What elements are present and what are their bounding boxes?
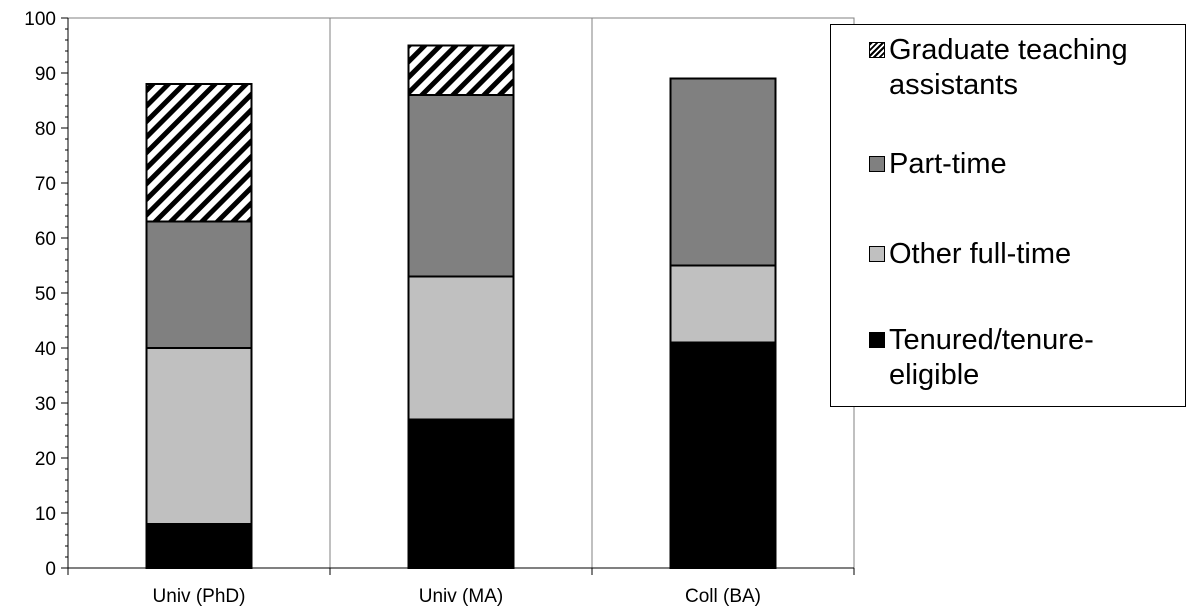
y-tick-label: 40 [35,339,56,360]
y-tick-label: 0 [45,559,56,580]
x-category-label: Univ (PhD) [153,586,246,607]
legend-swatch [869,42,885,58]
legend-label: Tenured/tenure-eligible [889,324,1094,391]
y-tick-label: 60 [35,229,56,250]
y-tick-label: 70 [35,174,56,195]
bar-other-full-time-univ-ma [407,275,515,421]
legend-item-part-time: Part-time [869,147,1169,182]
legend-item-tenured-tenure-eligible: Tenured/tenure-eligible [869,323,1169,393]
legend: Graduate teaching assistants Part-time Oth… [830,24,1186,407]
y-tick-label: 100 [24,9,56,30]
legend-label: Other full-time [889,238,1072,270]
legend-label: Graduate teaching assistants [889,34,1128,101]
y-tick-label: 20 [35,449,56,470]
legend-swatch [869,246,885,262]
x-category-label: Coll (BA) [685,586,761,607]
x-category-label: Univ (MA) [419,586,503,607]
legend-swatch [869,156,885,172]
bar-graduate-teaching-assistants-univ-phd [145,83,253,223]
bar-part-time-univ-ma [407,94,515,278]
y-tick-label: 50 [35,284,56,305]
bar-tenured-tenure-eligible-coll-ba [669,341,777,569]
bar-part-time-coll-ba [669,77,777,267]
legend-item-other-full-time: Other full-time [869,237,1169,272]
bar-part-time-univ-phd [145,220,253,349]
legend-item-graduate-teaching-assistants: Graduate teaching assistants [869,33,1169,103]
legend-label: Part-time [889,148,1007,180]
bar-tenured-tenure-eligible-univ-phd [145,523,253,569]
bar-graduate-teaching-assistants-univ-ma [407,44,515,96]
y-tick-label: 90 [35,64,56,85]
bar-other-full-time-coll-ba [669,264,777,344]
y-tick-label: 10 [35,504,56,525]
y-tick-label: 30 [35,394,56,415]
bar-other-full-time-univ-phd [145,347,253,525]
y-tick-label: 80 [35,119,56,140]
legend-swatch [869,332,885,348]
bar-tenured-tenure-eligible-univ-ma [407,418,515,569]
